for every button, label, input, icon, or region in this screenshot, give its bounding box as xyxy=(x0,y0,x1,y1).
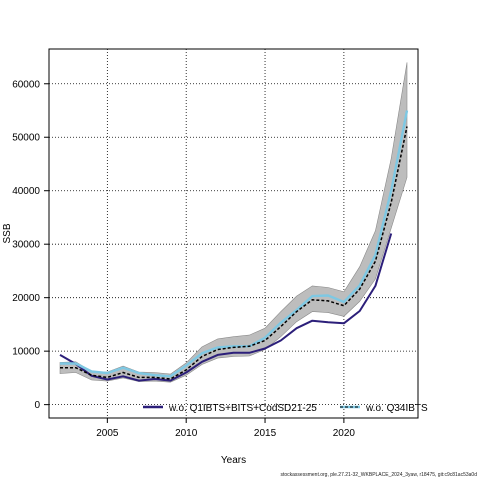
legend: w.o. Q1IBTS+BITS+CodSD21-25 w.o. Q34IBTS xyxy=(143,403,428,414)
x-tick-label: 2010 xyxy=(175,428,198,439)
y-tick-label: 50000 xyxy=(12,133,40,144)
x-axis: 2005 2010 2015 2020 xyxy=(96,418,355,439)
confidence-band-area xyxy=(59,62,408,383)
grid-lines xyxy=(49,49,418,418)
series-line-central-estimate xyxy=(60,126,408,380)
y-tick-label: 20000 xyxy=(12,293,40,304)
series-line-q34ibts xyxy=(60,110,409,378)
y-tick-label: 60000 xyxy=(12,79,40,90)
legend-label-q1ibts: w.o. Q1IBTS+BITS+CodSD21-25 xyxy=(168,403,317,414)
y-tick-label: 40000 xyxy=(12,186,40,197)
y-tick-label: 0 xyxy=(34,400,40,411)
y-tick-label: 10000 xyxy=(12,347,40,358)
x-tick-label: 2015 xyxy=(254,428,277,439)
x-tick-label: 2020 xyxy=(333,428,356,439)
series-lines xyxy=(59,110,409,382)
legend-label-q34ibts: w.o. Q34IBTS xyxy=(365,403,428,414)
confidence-band xyxy=(59,62,408,383)
y-axis-title: SSB xyxy=(2,223,13,243)
series-line-q1ibts xyxy=(59,233,393,382)
y-axis: 0 10000 20000 30000 40000 50000 60000 xyxy=(12,79,49,411)
plot-frame xyxy=(48,48,419,419)
footer-credit: stockassessment.org, ple.27.21-32_WKBPLA… xyxy=(280,472,477,478)
x-axis-title: Years xyxy=(221,455,246,466)
x-tick-label: 2005 xyxy=(96,428,119,439)
y-tick-label: 30000 xyxy=(12,240,40,251)
